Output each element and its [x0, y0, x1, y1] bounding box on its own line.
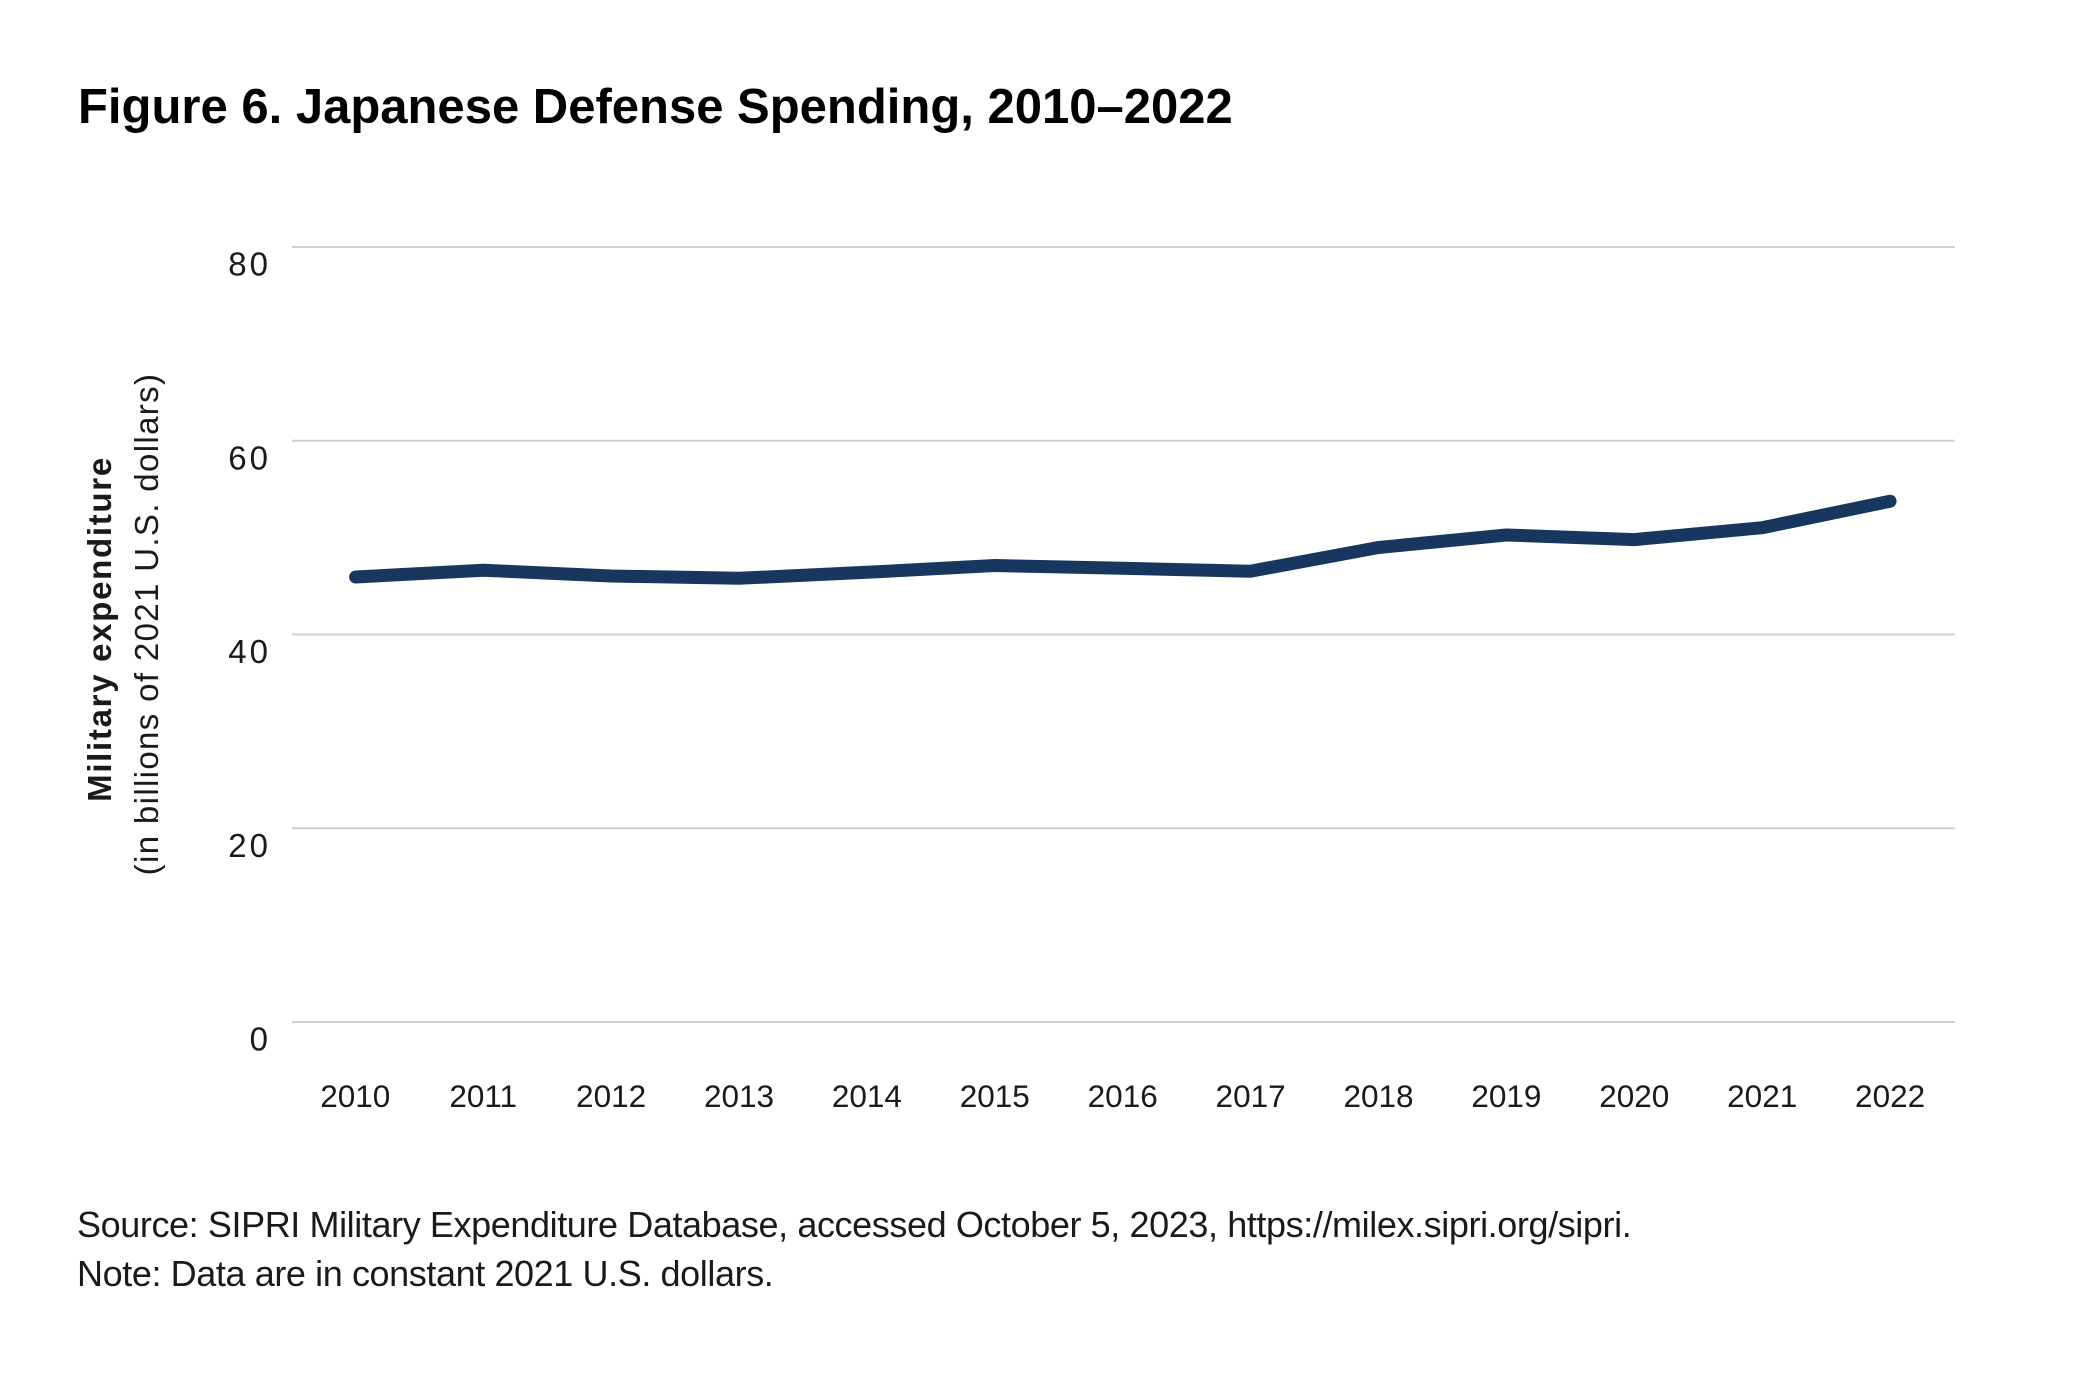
svg-text:60: 60 — [228, 439, 271, 476]
svg-text:0: 0 — [250, 1021, 271, 1058]
svg-text:2013: 2013 — [704, 1078, 774, 1114]
svg-text:40: 40 — [228, 633, 271, 670]
svg-text:(in billions of 2021 U.S. doll: (in billions of 2021 U.S. dollars) — [128, 373, 165, 876]
svg-text:2017: 2017 — [1216, 1078, 1286, 1114]
svg-text:2021: 2021 — [1727, 1078, 1797, 1114]
svg-text:2010: 2010 — [320, 1078, 390, 1114]
svg-text:20: 20 — [228, 827, 271, 864]
svg-text:2020: 2020 — [1599, 1078, 1669, 1114]
svg-text:80: 80 — [228, 246, 271, 283]
svg-text:Military expenditure: Military expenditure — [81, 456, 118, 802]
svg-text:2012: 2012 — [576, 1078, 646, 1114]
svg-text:2016: 2016 — [1088, 1078, 1158, 1114]
svg-text:Source: SIPRI Military Expendi: Source: SIPRI Military Expenditure Datab… — [77, 1204, 1631, 1245]
svg-text:2011: 2011 — [449, 1078, 517, 1114]
svg-text:2022: 2022 — [1855, 1078, 1925, 1114]
svg-text:2014: 2014 — [832, 1078, 902, 1114]
svg-text:2015: 2015 — [960, 1078, 1030, 1114]
svg-text:2019: 2019 — [1471, 1078, 1541, 1114]
svg-text:2018: 2018 — [1343, 1078, 1413, 1114]
svg-text:Figure 6. Japanese Defense Spe: Figure 6. Japanese Defense Spending, 201… — [78, 80, 1233, 134]
svg-text:Note: Data are in constant 202: Note: Data are in constant 2021 U.S. dol… — [77, 1253, 773, 1294]
